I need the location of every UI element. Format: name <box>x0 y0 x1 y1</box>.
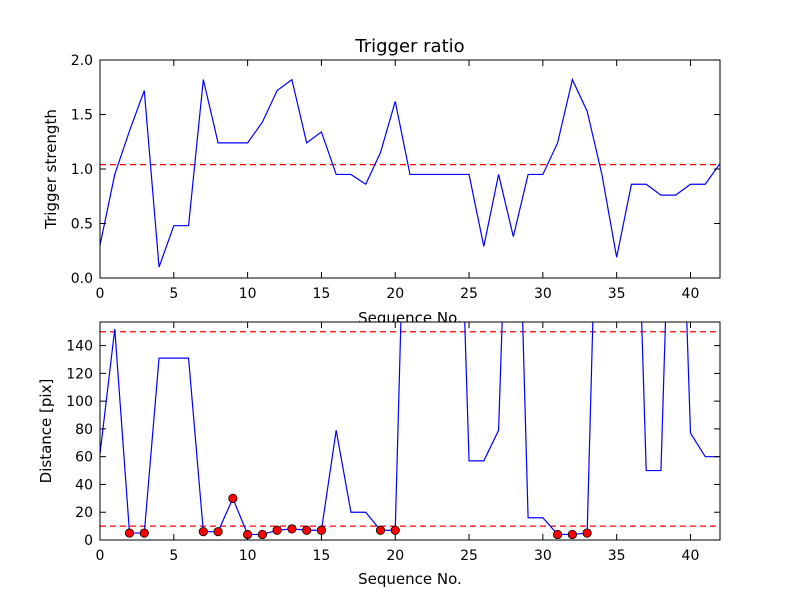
x-tick-label: 20 <box>386 548 404 564</box>
markers <box>124 493 592 540</box>
y-tick-label: 0 <box>84 533 93 549</box>
x-tick-label: 10 <box>239 286 257 302</box>
data-point-marker <box>553 529 563 540</box>
data-point-marker <box>375 525 386 535</box>
y-axis: 0 20 40 60 80 100 120 140 <box>66 339 720 549</box>
plot-area <box>100 322 720 540</box>
x-tick-label: 15 <box>313 286 331 302</box>
y-tick-label: 80 <box>75 422 93 438</box>
x-axis-label: Sequence No. <box>358 570 462 588</box>
plot-frame <box>99 321 721 541</box>
x-tick-label: 0 <box>96 286 105 302</box>
x-tick-label: 25 <box>460 286 478 302</box>
series-line <box>100 77 720 268</box>
plot-area <box>100 60 720 278</box>
y-tick-label: 1.5 <box>71 108 93 124</box>
data-point-marker <box>272 525 282 535</box>
x-tick-label: 25 <box>460 548 478 564</box>
x-tick-label: 40 <box>682 286 700 302</box>
y-tick-label: 20 <box>75 505 93 521</box>
x-axis: 0 5 10 15 20 25 30 35 40 <box>96 322 700 564</box>
x-tick-label: 20 <box>386 286 404 302</box>
y-axis-label: Trigger strength <box>42 109 60 230</box>
x-tick-label: 30 <box>534 548 552 564</box>
data-point-marker <box>567 529 577 540</box>
y-tick-label: 2.0 <box>71 53 93 69</box>
y-tick-label: 40 <box>75 477 93 493</box>
y-tick-label: 60 <box>75 450 93 466</box>
y-axis-label: Distance [pix] <box>37 379 55 484</box>
distance-chart: 0 5 10 15 20 25 30 35 40 0 20 40 60 80 100 120 140 Sequ… <box>37 321 721 588</box>
data-point-marker <box>287 524 297 534</box>
y-tick-label: 120 <box>66 366 93 382</box>
data-point-marker <box>302 525 312 535</box>
y-tick-label: 1.0 <box>71 162 93 178</box>
data-point-marker <box>257 529 267 540</box>
data-point-marker <box>213 527 223 537</box>
x-tick-label: 40 <box>682 548 700 564</box>
data-point-marker <box>124 528 135 538</box>
x-tick-label: 35 <box>608 286 626 302</box>
trigger-ratio-chart: Trigger ratio 0 5 10 15 20 25 30 35 40 0.0 0.5 1.0… <box>42 36 721 327</box>
chart-title: Trigger ratio <box>354 36 464 57</box>
x-tick-label: 0 <box>96 548 105 564</box>
x-tick-label: 15 <box>313 548 331 564</box>
data-point-marker <box>198 527 208 537</box>
y-tick-label: 0.5 <box>71 217 93 233</box>
y-tick-label: 140 <box>66 339 93 355</box>
data-point-marker <box>390 525 400 535</box>
data-point-marker <box>316 525 327 535</box>
data-series <box>100 77 720 268</box>
x-tick-label: 35 <box>608 548 626 564</box>
data-point-marker <box>582 528 592 538</box>
data-point-marker <box>139 528 149 538</box>
y-axis: 0.0 0.5 1.0 1.5 2.0 <box>71 53 720 287</box>
y-tick-label: 100 <box>66 394 93 410</box>
x-tick-label: 5 <box>169 286 178 302</box>
x-axis: 0 5 10 15 20 25 30 35 40 <box>96 60 700 302</box>
x-tick-label: 5 <box>169 548 178 564</box>
data-point-marker <box>228 493 238 503</box>
y-tick-label: 0.0 <box>71 271 93 287</box>
x-tick-label: 30 <box>534 286 552 302</box>
x-tick-label: 10 <box>239 548 257 564</box>
